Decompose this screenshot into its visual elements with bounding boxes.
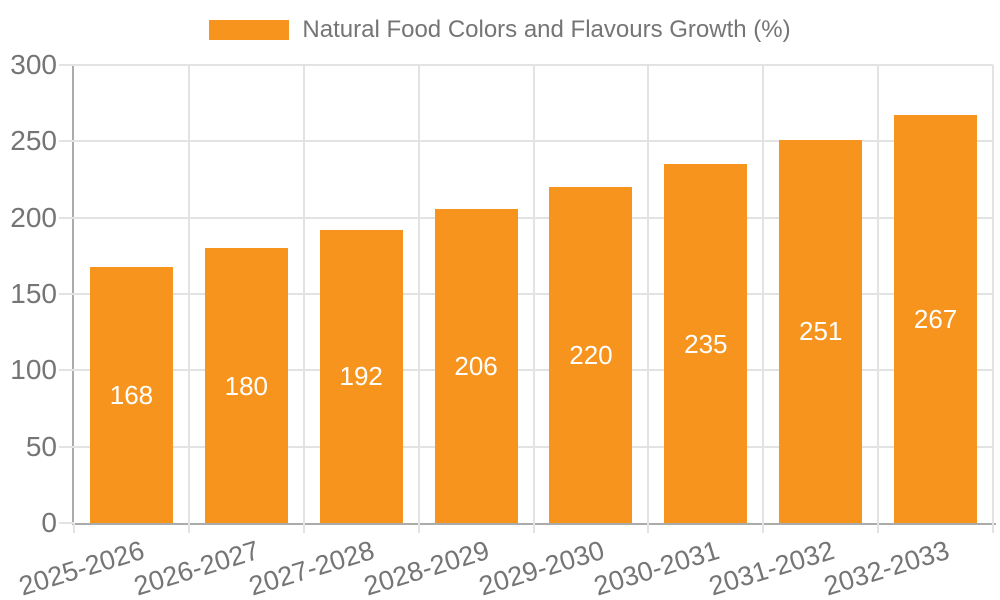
y-tick-label: 0: [41, 507, 57, 538]
bar[interactable]: 192: [319, 229, 403, 523]
bar[interactable]: 251: [779, 139, 863, 523]
y-tick: [59, 445, 74, 448]
bar[interactable]: 206: [434, 208, 518, 523]
x-gridline: [532, 65, 535, 523]
plot-area: 168 2025-2026 180 2026-2027 192 2027-2028 206 2…: [16, 64, 996, 600]
x-tick: [302, 523, 305, 533]
y-tick-label: 250: [10, 125, 57, 157]
bar-value-label: 251: [798, 316, 843, 347]
bar-value-label: 180: [224, 370, 268, 401]
y-tick: [59, 140, 74, 143]
bar-value-label: 192: [339, 361, 383, 392]
y-axis-labels: 0 50 100 150 200 250 300: [0, 50, 57, 538]
x-tick: [877, 523, 880, 533]
bar[interactable]: 180: [204, 248, 288, 523]
x-tick: [73, 523, 75, 533]
y-tick: [59, 522, 74, 524]
y-tick-label: 300: [10, 49, 57, 80]
bar-value-label: 220: [569, 340, 613, 371]
x-tick: [762, 523, 765, 533]
x-tick-label: 2032-2033: [820, 535, 953, 600]
legend-label: Natural Food Colors and Flavours Growth …: [302, 16, 791, 43]
y-tick: [59, 369, 74, 372]
y-tick: [59, 64, 74, 66]
bar-value-label: 235: [684, 328, 728, 359]
x-gridline: [302, 65, 305, 523]
bar[interactable]: 220: [549, 187, 633, 523]
x-gridline: [647, 65, 650, 523]
x-tick-label: 2026-2027: [130, 535, 264, 600]
y-tick-label: 100: [10, 354, 57, 386]
x-tick-label: 2029-2030: [475, 535, 608, 600]
x-gridline: [992, 65, 994, 523]
bar-value-label: 267: [913, 304, 958, 335]
x-gridline: [762, 65, 765, 523]
legend-swatch[interactable]: [209, 20, 290, 41]
y-tick: [59, 293, 74, 295]
x-tick: [992, 523, 994, 533]
x-tick: [417, 523, 420, 533]
x-tick-label: 2031-2032: [705, 535, 838, 600]
bar[interactable]: 267: [894, 115, 978, 523]
x-tick-label: 2028-2029: [360, 535, 493, 600]
bar-value-label: 206: [454, 350, 498, 381]
x-gridline: [877, 65, 880, 523]
y-axis-line: [72, 65, 74, 525]
y-tick-label: 50: [25, 430, 57, 462]
y-tick-label: 200: [10, 201, 57, 233]
legend[interactable]: Natural Food Colors and Flavours Growth …: [0, 16, 1000, 45]
x-tick-label: 2027-2028: [245, 535, 378, 600]
x-tick: [532, 523, 535, 533]
x-gridline: [187, 65, 190, 523]
x-tick: [187, 523, 190, 533]
x-tick-label: 2030-2031: [590, 535, 723, 600]
y-tick-label: 150: [10, 278, 57, 309]
bar[interactable]: 235: [664, 164, 748, 523]
x-tick: [647, 523, 650, 533]
bar-value-label: 168: [109, 379, 154, 410]
bar[interactable]: 168: [89, 266, 173, 523]
y-tick: [59, 216, 74, 219]
x-gridline: [417, 65, 420, 523]
x-tick-label: 2025-2026: [15, 535, 149, 600]
